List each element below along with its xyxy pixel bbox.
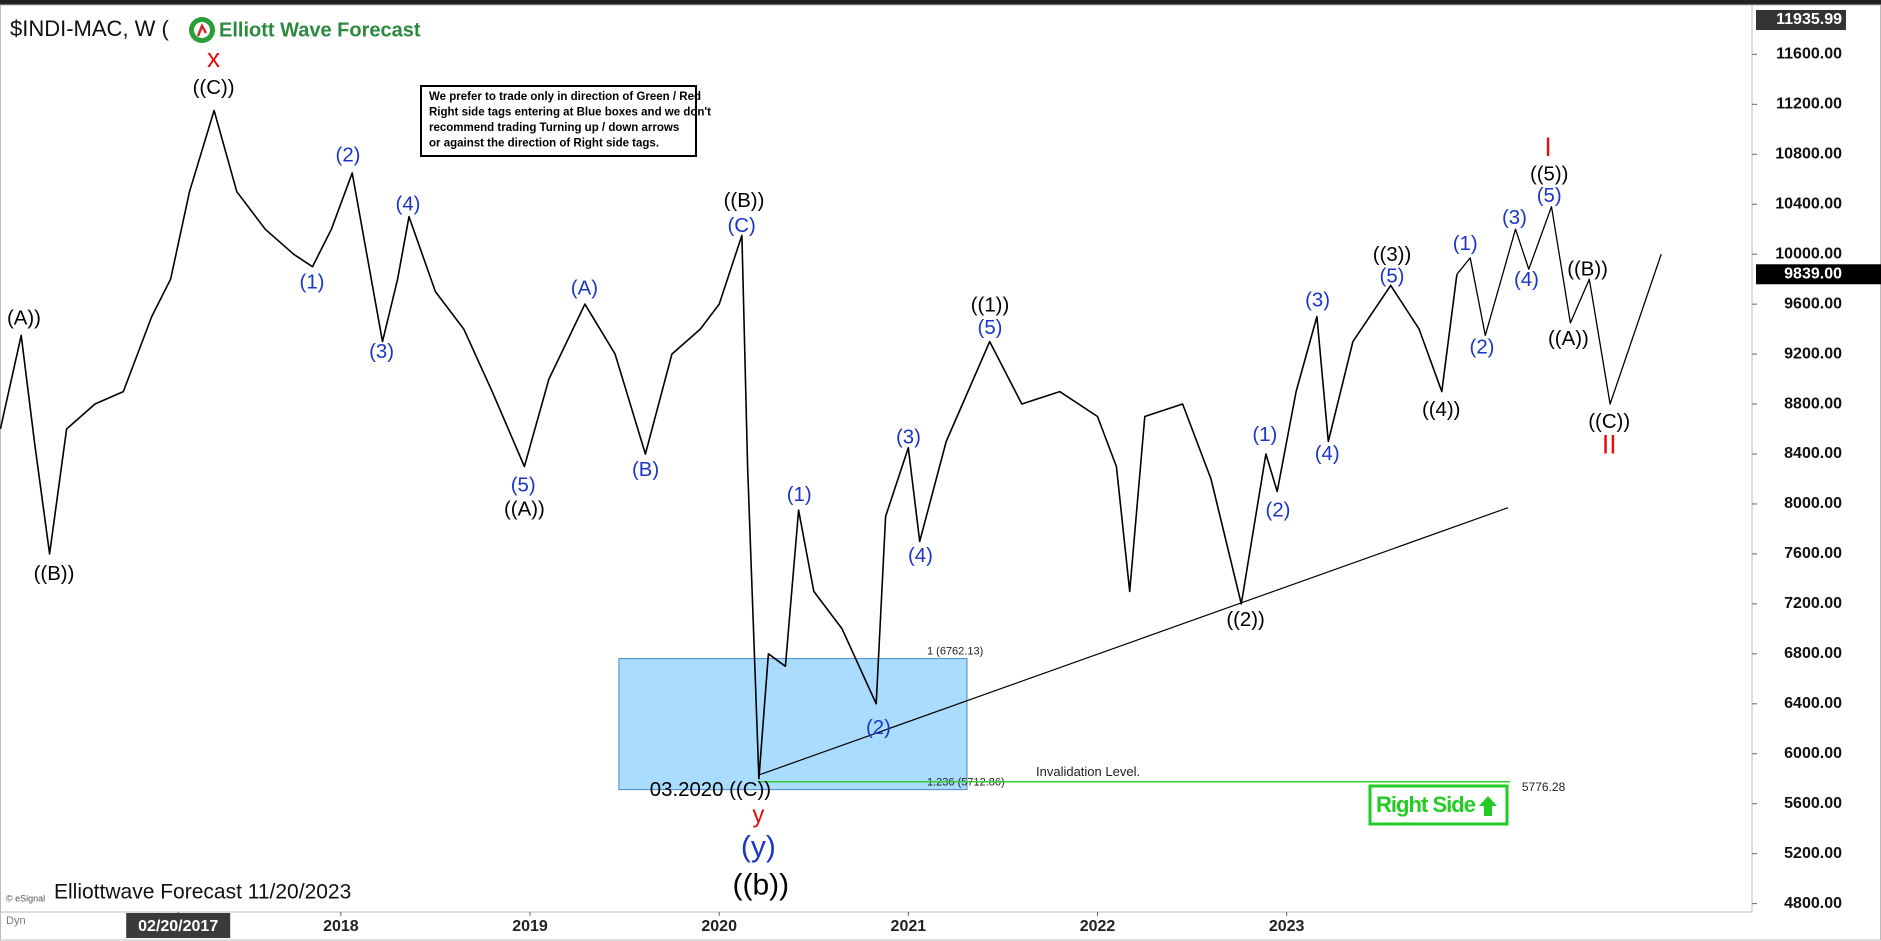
wave-label: ((B)) bbox=[1567, 258, 1608, 280]
x-tick-label: 2021 bbox=[891, 918, 927, 935]
y-tick-label: 5600.00 bbox=[1784, 795, 1842, 812]
y-tick-label: 8000.00 bbox=[1784, 495, 1842, 512]
fib-label: 1 (6762.13) bbox=[927, 645, 983, 657]
high-price-box bbox=[1756, 10, 1846, 30]
logo: Elliott Wave Forecast bbox=[189, 17, 421, 43]
wave-label: (y) bbox=[741, 830, 776, 863]
wave-label: ((2)) bbox=[1226, 609, 1265, 631]
high-price-label: 11935.99 bbox=[1776, 11, 1842, 28]
y-tick-label: 7600.00 bbox=[1784, 545, 1842, 562]
wave-label: (3) bbox=[1502, 207, 1527, 229]
wave-label: (5) bbox=[1380, 266, 1405, 288]
logo-text: Elliott Wave Forecast bbox=[219, 19, 421, 41]
y-tick-label: 6800.00 bbox=[1784, 645, 1842, 662]
right-side-arrow bbox=[1479, 796, 1497, 816]
chart-title: $INDI-MAC, W ( bbox=[10, 16, 170, 41]
wave-label: (1) bbox=[1252, 424, 1277, 446]
x-tick-label: 2022 bbox=[1080, 918, 1116, 935]
wave-label: ((A)) bbox=[504, 498, 545, 520]
wave-label: (4) bbox=[1315, 443, 1340, 465]
y-tick-label: 10400.00 bbox=[1775, 195, 1842, 212]
wave-label: (5) bbox=[511, 474, 536, 496]
notice-line: recommend trading Turning up / down arro… bbox=[429, 122, 679, 134]
wave-label: (4) bbox=[396, 194, 421, 216]
y-tick-label: 5200.00 bbox=[1784, 845, 1842, 862]
fib-label: 1.236 (5712.86) bbox=[927, 777, 1005, 789]
invalidation-value: 5776.28 bbox=[1522, 780, 1566, 794]
right-side-label: Right Side bbox=[1376, 792, 1476, 817]
wave-label: (3) bbox=[369, 341, 394, 363]
wave-label: I bbox=[1544, 132, 1551, 162]
price-line bbox=[0, 109, 1458, 780]
wave-label: (C) bbox=[727, 215, 755, 237]
notice-line: or against the direction of Right side t… bbox=[429, 138, 659, 150]
wave-label: (A)) bbox=[7, 308, 41, 330]
wave-label: ((1)) bbox=[971, 294, 1010, 316]
y-tick-label: 11600.00 bbox=[1776, 46, 1842, 63]
y-tick-label: 8400.00 bbox=[1784, 445, 1842, 462]
y-tick-label: 6000.00 bbox=[1784, 745, 1842, 762]
x-cursor-box bbox=[126, 913, 231, 938]
wave-label: (2) bbox=[1470, 336, 1495, 358]
wave-label: ((b)) bbox=[732, 869, 789, 902]
source: © eSignal bbox=[6, 893, 45, 903]
wave-label: (1) bbox=[1453, 233, 1478, 255]
wave-label: (4) bbox=[1514, 269, 1539, 291]
wave-label: (A) bbox=[571, 278, 598, 300]
wave-label: ((C)) bbox=[193, 77, 235, 99]
wave-label: y bbox=[752, 801, 764, 828]
wave-label: (2) bbox=[1266, 500, 1291, 522]
last-price-box bbox=[1756, 264, 1881, 285]
wave-label: ((C)) bbox=[1588, 411, 1630, 433]
x-tick-label: 2023 bbox=[1269, 918, 1305, 935]
x-tick-label: 2020 bbox=[701, 918, 737, 935]
wave-label: (5) bbox=[1537, 185, 1562, 207]
wave-label: (4) bbox=[908, 545, 933, 567]
wave-label: ((A)) bbox=[1548, 328, 1589, 350]
x-tick-label: 2019 bbox=[512, 918, 548, 935]
y-tick-label: 10800.00 bbox=[1775, 145, 1842, 162]
y-tick-label: 9200.00 bbox=[1784, 345, 1842, 362]
mode: Dyn bbox=[6, 915, 26, 927]
wave-label: 03.2020 ((C)) bbox=[650, 779, 771, 801]
y-tick-label: 4800.00 bbox=[1784, 895, 1842, 912]
y-tick-label: 6400.00 bbox=[1784, 695, 1842, 712]
wave-label: ((4)) bbox=[1422, 399, 1461, 421]
wave-label: II bbox=[1602, 429, 1617, 459]
wave-label: (3) bbox=[1305, 290, 1330, 312]
x-tick-label: 2018 bbox=[323, 918, 359, 935]
wave-label: (2) bbox=[336, 144, 361, 166]
wave-label: (B) bbox=[632, 459, 659, 481]
y-tick-label: 9600.00 bbox=[1784, 295, 1842, 312]
wave-label: x bbox=[207, 43, 220, 73]
wave-label: (5) bbox=[978, 317, 1003, 339]
invalidation-label: Invalidation Level. bbox=[1036, 764, 1140, 779]
blue-box bbox=[618, 658, 968, 791]
top-border bbox=[0, 0, 1881, 5]
y-tick-label: 7200.00 bbox=[1784, 595, 1842, 612]
wave-label: (1) bbox=[300, 272, 325, 294]
y-tick-label: 8800.00 bbox=[1784, 395, 1842, 412]
wave-label: (3) bbox=[896, 426, 921, 448]
projection-path bbox=[1456, 206, 1662, 405]
trendline bbox=[758, 507, 1509, 776]
wave-label: (2) bbox=[866, 717, 891, 739]
notice-line: We prefer to trade only in direction of … bbox=[429, 91, 701, 103]
wave-label: ((3)) bbox=[1373, 244, 1412, 266]
notice-box bbox=[420, 85, 697, 157]
wave-label: ((B)) bbox=[34, 563, 75, 585]
footer: Elliottwave Forecast 11/20/2023 bbox=[54, 881, 351, 904]
notice-line: Right side tags entering at Blue boxes a… bbox=[429, 107, 711, 119]
wave-label: ((5)) bbox=[1530, 164, 1569, 186]
y-tick-label: 11200.00 bbox=[1776, 96, 1842, 113]
y-tick-label: 10000.00 bbox=[1775, 245, 1842, 262]
wave-label: ((B)) bbox=[724, 190, 765, 212]
last-price-label: 9839.00 bbox=[1784, 265, 1842, 282]
x-tick-label: 02/20/2017 bbox=[138, 918, 218, 935]
logo-arrow bbox=[196, 23, 208, 37]
wave-label: (1) bbox=[787, 484, 812, 506]
